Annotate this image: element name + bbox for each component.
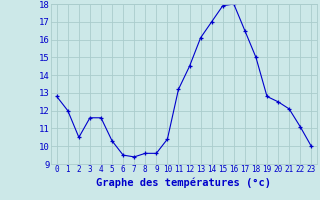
X-axis label: Graphe des températures (°c): Graphe des températures (°c) [97, 177, 271, 188]
